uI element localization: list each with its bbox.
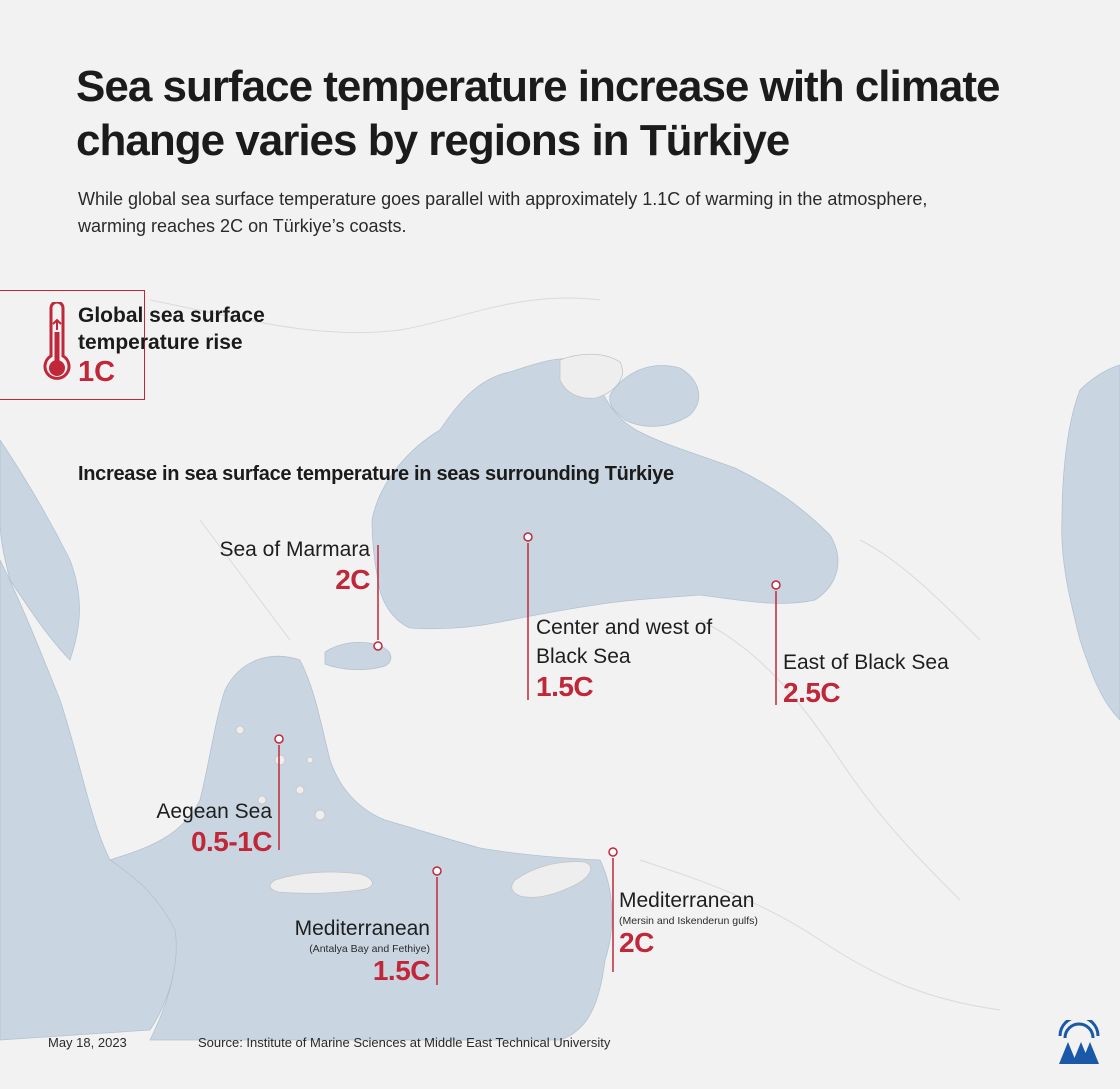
region-name: Center and west of Black Sea (536, 616, 713, 668)
region-subtitle: (Antalya Bay and Fethiye) (309, 943, 430, 955)
region-value: 1.5C (536, 671, 594, 702)
source-note: Source: Institute of Marine Sciences at … (198, 1035, 611, 1050)
region-name: Sea of Marmara (219, 538, 370, 561)
sea-of-marmara (324, 641, 392, 670)
global-temperature-label: Global sea surface temperature rise (78, 304, 265, 354)
region-name: Mediterranean (294, 917, 430, 940)
region-sea-of-marmara: Sea of Marmara 2C (160, 535, 370, 596)
page-subtitle: While global sea surface temperature goe… (78, 189, 928, 236)
cyprus-island (511, 861, 592, 898)
region-value: 2C (619, 927, 654, 958)
region-value: 1.5C (372, 955, 431, 986)
sea-of-azov (609, 365, 699, 427)
caspian-sea (1061, 364, 1120, 721)
region-subtitle: (Mersin and Iskenderun gulfs) (619, 915, 758, 927)
crete-island (269, 871, 373, 894)
mediterranean-sea (0, 559, 613, 1041)
region-name: Mediterranean (619, 889, 755, 912)
region-name: Aegean Sea (156, 800, 272, 823)
thermometer-icon (43, 302, 71, 380)
global-temperature-box (0, 290, 145, 400)
region-name: East of Black Sea (783, 651, 949, 674)
region-east-black-sea: East of Black Sea 2.5C (783, 648, 1003, 709)
black-sea (371, 357, 839, 630)
region-mediterranean-antalya: Mediterranean (Antalya Bay and Fethiye) … (230, 914, 431, 987)
global-temperature-value: 1C (78, 356, 116, 388)
region-aegean-sea: Aegean Sea 0.5-1C (100, 797, 272, 858)
region-value: 2.5C (783, 677, 841, 708)
publish-date: May 18, 2023 (48, 1035, 127, 1050)
crimea-peninsula (559, 353, 623, 399)
section-heading: Increase in sea surface temperature in s… (78, 463, 674, 485)
region-value: 0.5-1C (190, 826, 273, 857)
region-value: 2C (335, 564, 370, 595)
adriatic-sea (0, 439, 80, 661)
page-title: Sea surface temperature increase with cl… (76, 62, 1000, 165)
region-center-west-black-sea: Center and west of Black Sea 1.5C (536, 613, 736, 703)
aa-logo-icon (1058, 1020, 1100, 1064)
region-mediterranean-mersin: Mediterranean (Mersin and Iskenderun gul… (619, 886, 819, 959)
